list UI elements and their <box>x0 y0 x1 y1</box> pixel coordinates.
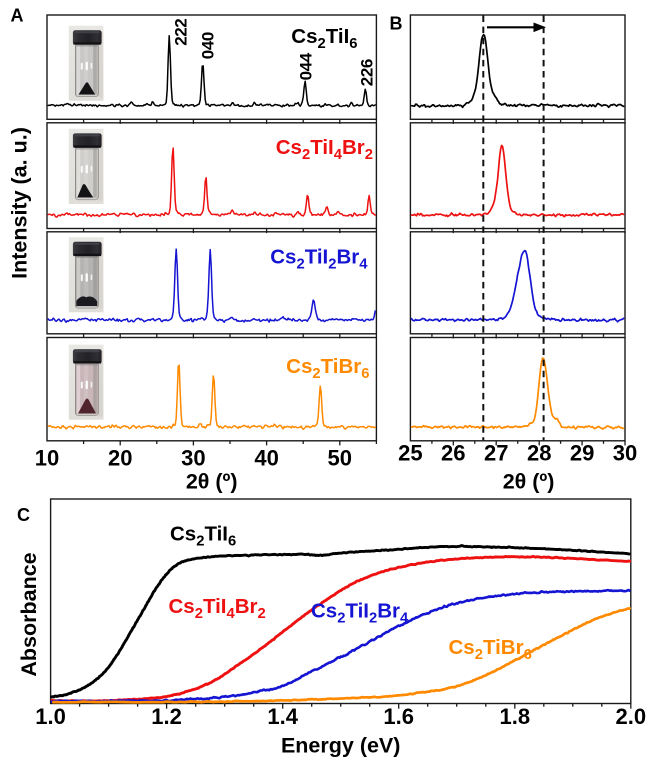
svg-text:A: A <box>11 6 24 26</box>
svg-text:27: 27 <box>484 441 508 466</box>
svg-text:40: 40 <box>254 445 278 470</box>
svg-text:50: 50 <box>328 445 352 470</box>
svg-text:2θ (º): 2θ (º) <box>186 470 238 494</box>
svg-text:B: B <box>390 14 403 34</box>
svg-text:10: 10 <box>35 445 59 470</box>
svg-text:Energy (eV): Energy (eV) <box>281 734 400 758</box>
svg-text:Absorbance: Absorbance <box>17 552 41 676</box>
svg-text:26: 26 <box>441 441 465 466</box>
svg-text:29: 29 <box>570 441 594 466</box>
svg-text:2θ (º): 2θ (º) <box>503 470 555 494</box>
svg-text:2.0: 2.0 <box>616 704 647 729</box>
svg-text:1.6: 1.6 <box>383 704 414 729</box>
svg-text:040: 040 <box>199 32 218 59</box>
svg-text:044: 044 <box>297 52 316 80</box>
svg-text:C: C <box>17 505 30 525</box>
svg-text:28: 28 <box>527 441 551 466</box>
svg-text:1.2: 1.2 <box>151 704 182 729</box>
svg-text:30: 30 <box>181 445 205 470</box>
svg-text:222: 222 <box>172 19 191 46</box>
svg-text:30: 30 <box>613 441 637 466</box>
svg-text:Cs2TiI2Br4: Cs2TiI2Br4 <box>270 246 368 273</box>
svg-text:Cs2TiI4Br2: Cs2TiI4Br2 <box>169 595 266 622</box>
svg-text:Cs2TiBr6: Cs2TiBr6 <box>449 636 532 663</box>
svg-text:Cs2TiBr6: Cs2TiBr6 <box>286 355 369 382</box>
svg-text:Cs2TiI6: Cs2TiI6 <box>291 25 357 52</box>
svg-text:1.4: 1.4 <box>267 704 298 729</box>
svg-text:Cs2TiI6: Cs2TiI6 <box>170 523 236 550</box>
svg-text:Cs2TiI2Br4: Cs2TiI2Br4 <box>311 600 409 627</box>
svg-text:1.0: 1.0 <box>35 704 66 729</box>
svg-text:25: 25 <box>398 441 422 466</box>
svg-text:Intensity (a. u.): Intensity (a. u.) <box>8 127 32 279</box>
svg-text:Cs2TiI4Br2: Cs2TiI4Br2 <box>276 136 373 163</box>
svg-text:226: 226 <box>357 59 376 86</box>
svg-text:20: 20 <box>108 445 132 470</box>
svg-text:1.8: 1.8 <box>500 704 531 729</box>
